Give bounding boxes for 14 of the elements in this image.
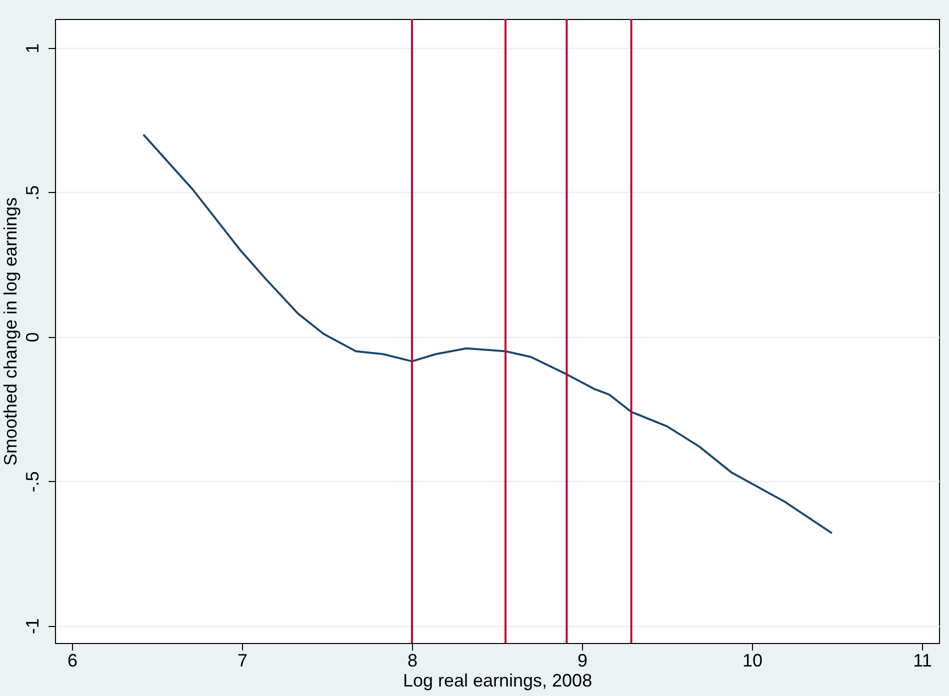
x-tick-label: 10: [742, 650, 763, 670]
x-tick-label: 6: [67, 650, 78, 670]
x-tick-label: 7: [237, 650, 248, 670]
y-tick-label: .5: [22, 185, 42, 200]
x-tick-label: 8: [407, 650, 418, 670]
y-tick-label: 0: [22, 332, 42, 342]
line-series: [142, 134, 833, 534]
x-tick-label: 9: [577, 650, 588, 670]
y-tick-label: -1: [22, 618, 42, 634]
x-axis-title: Log real earnings, 2008: [402, 670, 592, 690]
y-tick-label: -.5: [22, 471, 42, 492]
x-tick-label: 11: [913, 650, 932, 670]
y-axis-title: Smoothed change in log earnings: [0, 197, 20, 466]
y-tick-label: 1: [22, 43, 42, 54]
